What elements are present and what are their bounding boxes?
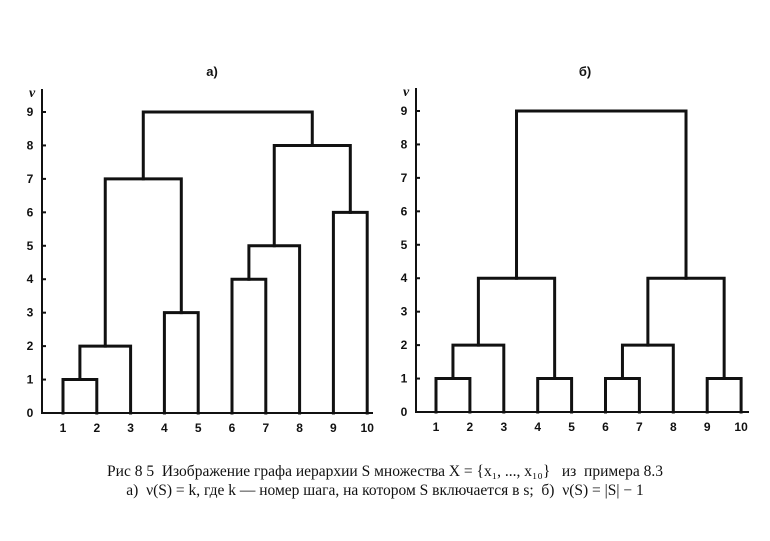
y-tick-label: 8 [27, 138, 34, 152]
y-axis-label: ν [29, 86, 36, 101]
y-tick-label: 0 [27, 406, 34, 420]
leaf-label: 4 [534, 420, 541, 434]
leaf-label: 6 [602, 420, 609, 434]
y-tick-label: 9 [401, 104, 408, 118]
y-tick-label: 1 [27, 373, 34, 387]
y-tick-label: 4 [401, 271, 408, 285]
y-tick-label: 3 [27, 306, 34, 320]
y-tick-label: 1 [401, 372, 408, 386]
y-tick-label: 6 [401, 204, 408, 218]
dendrogram-link [141, 110, 314, 181]
leaf-label: 3 [500, 420, 507, 434]
dendrogram-link [646, 276, 726, 381]
leaf-label: 4 [161, 421, 168, 435]
y-tick-label: 5 [27, 239, 34, 253]
dendrogram-link [476, 276, 557, 381]
dendrogram-link [230, 277, 268, 415]
caption-line-2: а) ν(S) = k, где k — номер шага, на кото… [126, 482, 644, 499]
y-tick-label: 0 [401, 405, 408, 419]
dendrogram-b: б) ν 0 1 2 3 4 5 6 7 8 9 1 2 3 4 5 6 7 8 9 10 [401, 64, 749, 434]
y-tick-label: 3 [401, 305, 408, 319]
y-tick-label: 7 [401, 171, 408, 185]
leaf-label: 7 [262, 421, 269, 435]
leaf-label: 3 [127, 421, 134, 435]
leaf-label: 9 [704, 420, 711, 434]
dendrogram-link [331, 210, 369, 415]
y-axis-label: ν [403, 85, 410, 100]
leaf-label: 8 [670, 420, 677, 434]
dendrogram-link [103, 177, 183, 348]
dendrogram-link [705, 377, 743, 414]
dendrogram-link [434, 377, 472, 414]
dendrogram-link [604, 377, 641, 414]
dendrogram-a: а) ν 0 1 2 3 4 5 6 7 8 9 1 2 3 4 5 6 7 8 9 10 [27, 64, 375, 435]
leaf-label: 10 [361, 421, 375, 435]
leaf-label: 2 [467, 420, 474, 434]
y-tick-label: 6 [27, 205, 34, 219]
leaf-label: 5 [195, 421, 202, 435]
leaf-label: 7 [636, 420, 643, 434]
leaf-label: 9 [330, 421, 337, 435]
caption-line-1: Рис 8 5 Изображение графа иерархии S мно… [107, 463, 663, 480]
dendrogram-link [536, 377, 574, 414]
leaf-label: 2 [93, 421, 100, 435]
leaf-label: 1 [433, 420, 440, 434]
dendrogram-link [61, 378, 99, 415]
leaf-label: 8 [296, 421, 303, 435]
dendrogram-link [162, 311, 200, 415]
y-tick-label: 5 [401, 238, 408, 252]
dendrogram-link [247, 244, 302, 415]
leaf-label: 5 [568, 420, 575, 434]
y-tick-label: 2 [27, 339, 34, 353]
panel-title: а) [206, 64, 218, 79]
y-tick-label: 8 [401, 137, 408, 151]
panel-title: б) [579, 64, 591, 79]
y-tick-label: 7 [27, 172, 34, 186]
y-tick-label: 9 [27, 105, 34, 119]
leaf-label: 1 [60, 421, 67, 435]
leaf-label: 6 [229, 421, 236, 435]
dendrogram-link [272, 143, 352, 248]
y-tick-label: 4 [27, 272, 34, 286]
dendrogram-link [515, 109, 688, 280]
y-tick-label: 2 [401, 338, 408, 352]
leaf-label: 10 [734, 420, 748, 434]
